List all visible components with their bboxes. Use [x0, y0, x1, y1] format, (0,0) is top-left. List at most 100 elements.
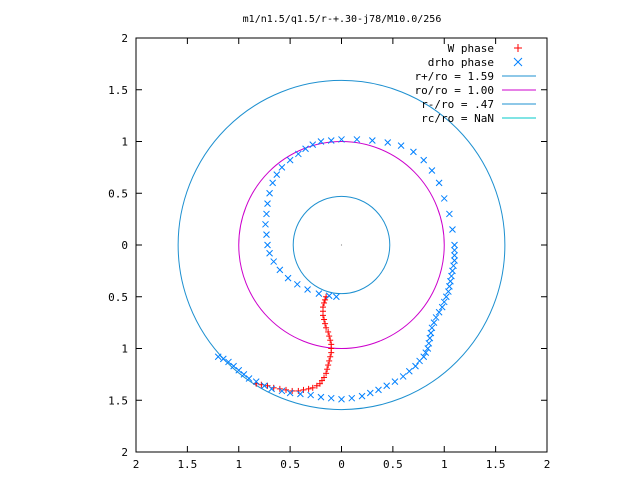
- x-tick-label: 0.5: [280, 458, 300, 471]
- drho-phase-point: [240, 371, 248, 378]
- w-phase-point: [325, 328, 332, 335]
- w-phase-point: [327, 337, 334, 344]
- x-tick-label: 1: [441, 458, 448, 471]
- drho-phase-point: [428, 324, 436, 332]
- radius-circle-3: [238, 141, 445, 349]
- drho-phase-point: [263, 231, 270, 239]
- y-tick-labels: 2 1.5 1 0.5 0 0.5 1 1.5 2: [108, 32, 128, 459]
- drho-phase-point: [451, 251, 458, 259]
- drho-phase-point: [214, 353, 222, 361]
- w-phase-point: [318, 377, 325, 384]
- w-phase-point: [326, 333, 333, 340]
- w-phase-point: [320, 312, 327, 319]
- phase-points: [214, 136, 458, 403]
- drho-phase-point: [273, 171, 281, 178]
- x-tick-label: 0: [338, 458, 345, 471]
- w-phase-point: [327, 353, 334, 360]
- drho-phase-point: [333, 293, 340, 301]
- drho-phase-point: [358, 392, 366, 400]
- w-phase-point: [321, 374, 328, 381]
- drho-phase-point: [391, 378, 399, 385]
- drho-phase-point: [438, 303, 446, 311]
- drho-phase-point: [384, 139, 392, 146]
- drho-phase-point: [297, 390, 304, 398]
- x-tick-labels: 2 1.5 1 0.5 0 0.5 1 1.5 2: [133, 458, 551, 471]
- w-phase-point: [328, 349, 335, 356]
- x-tick-label: 2: [133, 458, 140, 471]
- drho-phase-point: [284, 274, 292, 282]
- drho-phase-point: [225, 358, 232, 366]
- drho-phase-point: [375, 386, 382, 394]
- y-tick-label: 1.5: [108, 394, 128, 407]
- chart-title: m1/n1.5/q1.5/r-+.30-j78/M10.0/256: [243, 14, 442, 25]
- w-phase-point: [313, 382, 320, 389]
- drho-phase-point: [315, 290, 323, 297]
- drho-phase-point: [235, 366, 243, 374]
- drho-phase-point: [245, 375, 253, 382]
- drho-phase-point: [264, 200, 271, 207]
- w-phase-point: [264, 382, 271, 389]
- drho-phase-point: [397, 142, 405, 149]
- drho-phase-point: [425, 339, 433, 347]
- drho-phase-point: [252, 378, 260, 385]
- drho-phase-point: [276, 266, 284, 274]
- drho-phase-point: [426, 334, 434, 342]
- drho-phase-point: [405, 367, 413, 375]
- drho-phase-point: [293, 280, 301, 288]
- drho-phase-point: [327, 137, 335, 144]
- drho-phase-point: [440, 195, 448, 202]
- drho-phase-point: [269, 179, 277, 187]
- legend-key-plus: [514, 44, 522, 52]
- drho-phase-point: [451, 241, 458, 249]
- drho-phase-point: [268, 385, 275, 393]
- y-tick-label: 1.5: [108, 84, 128, 97]
- w-phase-point: [326, 357, 333, 364]
- w-phase-point: [295, 387, 302, 394]
- y-tick-label: 1: [121, 136, 128, 149]
- drho-phase-point: [302, 145, 309, 153]
- drho-phase-point: [430, 319, 438, 326]
- drho-phase-point: [338, 395, 345, 403]
- drho-phase-point: [270, 258, 278, 265]
- drho-phase-point: [317, 393, 325, 401]
- legend-label: rc/ro = NaN: [421, 112, 494, 125]
- drho-phase-point: [264, 241, 271, 249]
- x-tick-label: 1.5: [486, 458, 506, 471]
- drho-phase-point: [304, 286, 311, 293]
- drho-phase-point: [428, 167, 436, 174]
- legend-label: W phase: [448, 42, 494, 55]
- drho-phase-point: [383, 382, 391, 390]
- w-phase-point: [309, 384, 316, 391]
- drho-phase-point: [435, 179, 443, 187]
- drho-phase-point: [325, 292, 333, 300]
- y-tick-label: 2: [121, 32, 128, 45]
- drho-phase-point: [412, 362, 419, 370]
- w-phase-point: [325, 362, 332, 369]
- w-phase-point: [322, 320, 329, 327]
- drho-phase-point: [446, 283, 453, 290]
- legend-label: ro/ro = 1.00: [415, 84, 494, 97]
- drho-phase-point: [450, 262, 457, 270]
- w-phase-point: [321, 299, 328, 306]
- drho-phase-point: [440, 298, 448, 306]
- drho-phase-point: [442, 293, 450, 301]
- drho-phase-point: [445, 288, 452, 295]
- drho-phase-point: [263, 210, 270, 218]
- drho-phase-point: [219, 355, 227, 363]
- center-dot: [340, 244, 343, 246]
- drho-phase-point: [424, 345, 432, 352]
- w-phase-point: [321, 316, 328, 323]
- drho-phase-point: [266, 249, 273, 257]
- drho-phase-point: [353, 136, 361, 143]
- drho-phase-point: [348, 394, 356, 402]
- drho-phase-point: [446, 210, 453, 218]
- w-phase-point: [323, 324, 330, 331]
- legend-label: r-/ro = .47: [421, 98, 494, 111]
- x-tick-label: 1: [235, 458, 242, 471]
- w-phase-point: [300, 386, 307, 393]
- w-phase-point: [316, 380, 323, 387]
- drho-phase-point: [230, 362, 237, 370]
- drho-phase-point: [410, 148, 417, 156]
- drho-phase-point: [261, 382, 268, 390]
